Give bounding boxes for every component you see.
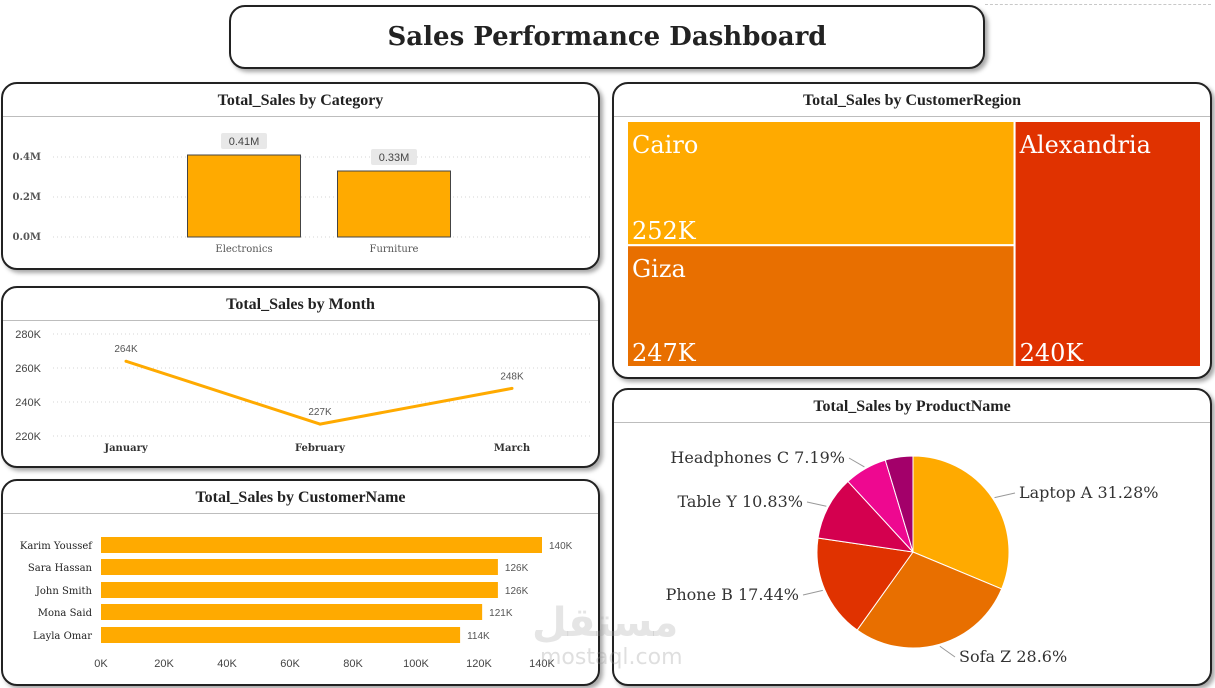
- region-chart: Cairo 252K Giza 247K Alexandria 240K: [626, 120, 1203, 368]
- product-data-label: Laptop A 31.28%: [1019, 483, 1158, 502]
- category-bar: [187, 154, 301, 238]
- category-x-tick: Furniture: [370, 244, 419, 255]
- category-chart-title: Total_Sales by Category: [3, 84, 598, 117]
- category-y-tick: 0.0M: [13, 232, 41, 243]
- product-chart: Laptop A 31.28% Sofa Z 28.6% Phone B 17.44…: [666, 448, 1159, 666]
- region-tile-label: Alexandria: [1019, 131, 1151, 159]
- customer-y-tick: Layla Omar: [33, 631, 92, 642]
- product-leader-line: [806, 501, 827, 507]
- month-x-tick: March: [494, 443, 531, 454]
- product-slice: [817, 480, 915, 553]
- customer-x-tick: 80K: [343, 658, 363, 670]
- dashboard-title-box: Sales Performance Dashboard: [229, 5, 985, 69]
- category-data-label-bg: [221, 133, 267, 149]
- region-chart-card[interactable]: Total_Sales by CustomerRegion Cairo 252K G…: [612, 82, 1212, 379]
- customer-bar: [101, 559, 498, 575]
- product-leader-line: [848, 457, 865, 468]
- month-point: [318, 422, 322, 426]
- category-chart-card[interactable]: Total_Sales by Category 0.0M 0.2M 0.4M 0.41…: [1, 82, 600, 270]
- customer-x-tick: 40K: [217, 658, 237, 670]
- region-chart-title: Total_Sales by CustomerRegion: [614, 84, 1210, 117]
- category-data-label-bg: [371, 149, 417, 165]
- region-tile-value: 247K: [632, 339, 697, 367]
- product-data-label: Phone B 17.44%: [666, 585, 799, 604]
- product-leader-line: [802, 589, 823, 596]
- month-data-label: 248K: [500, 371, 524, 382]
- product-slice: [884, 455, 914, 553]
- month-x-tick: February: [295, 443, 346, 454]
- customer-bar: [101, 627, 461, 643]
- month-x-tick: January: [103, 443, 149, 454]
- region-tile: [626, 244, 1016, 368]
- customer-x-tick: 120K: [466, 658, 492, 670]
- month-y-tick: 240K: [15, 397, 41, 409]
- product-leader-line: [939, 645, 956, 658]
- product-data-label: Headphones C 7.19%: [670, 448, 845, 467]
- customer-bar: [101, 604, 483, 620]
- customer-bar: [101, 582, 498, 598]
- customer-chart: Karim Youssef 140K Sara Hassan 126K John Smi…: [20, 537, 573, 670]
- region-tile-label: Giza: [632, 255, 686, 283]
- month-y-tick: 280K: [15, 329, 41, 341]
- region-tile-value: 252K: [632, 217, 697, 245]
- customer-y-tick: Sara Hassan: [28, 563, 93, 574]
- category-bar: [337, 170, 451, 238]
- month-chart: 220K 240K 260K 280K 264K January 227K February 2…: [15, 329, 593, 454]
- dashboard-title: Sales Performance Dashboard: [387, 22, 827, 52]
- category-y-tick: 0.4M: [13, 152, 41, 163]
- region-tile-value: 240K: [1020, 339, 1085, 367]
- product-slice: [816, 537, 914, 631]
- month-y-tick: 260K: [15, 363, 41, 375]
- customer-x-tick: 140K: [529, 658, 555, 670]
- customer-chart-title: Total_Sales by CustomerName: [3, 481, 598, 514]
- customer-y-tick: Karim Youssef: [20, 541, 93, 552]
- product-slice: [912, 455, 1010, 590]
- month-point: [124, 359, 128, 363]
- customer-data-label: 140K: [549, 541, 573, 552]
- category-data-label: 0.41M: [229, 136, 260, 148]
- category-y-tick: 0.2M: [13, 192, 41, 203]
- product-slice: [856, 551, 1003, 649]
- month-data-label: 227K: [308, 407, 332, 418]
- category-chart: 0.0M 0.2M 0.4M 0.41M Electronics 0.33M Furnitu…: [13, 133, 593, 255]
- product-chart-title: Total_Sales by ProductName: [614, 390, 1210, 423]
- customer-x-tick: 60K: [280, 658, 300, 670]
- month-y-tick: 220K: [15, 431, 41, 443]
- product-data-label: Table Y 10.83%: [677, 492, 803, 511]
- customer-y-tick: Mona Said: [38, 608, 93, 619]
- customer-y-tick: John Smith: [35, 586, 93, 597]
- product-leader-line: [994, 492, 1016, 499]
- top-divider: [985, 4, 1211, 5]
- customer-bar: [101, 537, 542, 553]
- product-data-label: Sofa Z 28.6%: [959, 647, 1067, 666]
- month-chart-card[interactable]: Total_Sales by Month 220K 240K 260K 280K 264…: [1, 286, 600, 468]
- month-point: [510, 386, 514, 390]
- product-chart-card[interactable]: Total_Sales by ProductName Laptop A 31.2…: [612, 388, 1212, 686]
- category-x-tick: Electronics: [215, 244, 272, 255]
- customer-data-label: 126K: [505, 563, 529, 574]
- region-tile: [626, 120, 1016, 247]
- customer-chart-card[interactable]: Total_Sales by CustomerName Karim Yousse…: [1, 479, 600, 686]
- customer-data-label: 121K: [489, 608, 513, 619]
- customer-data-label: 114K: [467, 631, 490, 642]
- category-data-label: 0.33M: [379, 152, 410, 164]
- month-data-label: 264K: [114, 344, 138, 355]
- customer-x-tick: 0K: [94, 658, 108, 670]
- month-chart-title: Total_Sales by Month: [3, 288, 598, 321]
- region-tile-label: Cairo: [632, 131, 698, 159]
- region-tile: [1013, 120, 1203, 368]
- customer-data-label: 126K: [505, 586, 529, 597]
- customer-x-tick: 100K: [403, 658, 429, 670]
- customer-x-tick: 20K: [154, 658, 174, 670]
